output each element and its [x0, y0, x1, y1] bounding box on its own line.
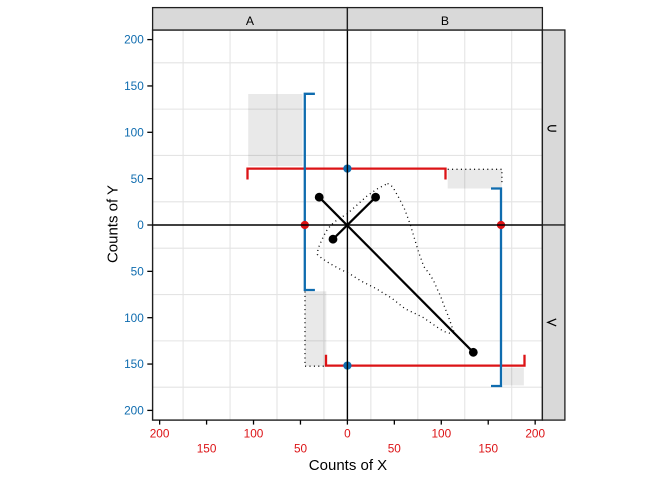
svg-text:100: 100: [124, 126, 144, 140]
svg-text:200: 200: [150, 426, 170, 440]
svg-text:50: 50: [388, 441, 402, 455]
svg-text:200: 200: [525, 426, 545, 440]
svg-text:100: 100: [244, 426, 264, 440]
svg-text:0: 0: [137, 218, 144, 232]
svg-text:150: 150: [478, 441, 498, 455]
svg-text:100: 100: [431, 426, 451, 440]
svg-text:200: 200: [124, 33, 144, 47]
svg-text:150: 150: [124, 79, 144, 93]
svg-text:50: 50: [131, 172, 145, 186]
svg-text:Counts of X: Counts of X: [309, 457, 387, 474]
svg-text:B: B: [441, 14, 449, 28]
svg-text:150: 150: [197, 441, 217, 455]
svg-text:A: A: [246, 14, 255, 28]
svg-text:200: 200: [124, 404, 144, 418]
svg-text:150: 150: [124, 357, 144, 371]
svg-text:Counts of Y: Counts of Y: [105, 185, 122, 263]
svg-text:0: 0: [344, 426, 351, 440]
svg-text:100: 100: [124, 311, 144, 325]
svg-text:50: 50: [294, 441, 308, 455]
svg-text:50: 50: [131, 265, 145, 279]
